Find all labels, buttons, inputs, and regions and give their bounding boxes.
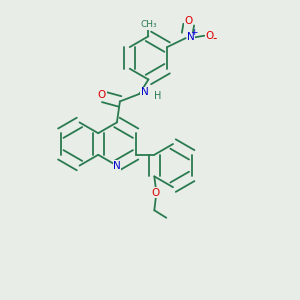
- Text: H: H: [154, 91, 161, 101]
- Text: O: O: [184, 16, 193, 26]
- Text: O: O: [98, 90, 106, 100]
- Text: O: O: [152, 188, 160, 198]
- Text: CH₃: CH₃: [140, 20, 157, 29]
- Text: N: N: [187, 32, 195, 42]
- Text: O: O: [206, 31, 214, 41]
- Text: -: -: [213, 32, 217, 45]
- Text: N: N: [113, 160, 121, 171]
- Text: N: N: [141, 87, 149, 98]
- Text: +: +: [190, 28, 198, 37]
